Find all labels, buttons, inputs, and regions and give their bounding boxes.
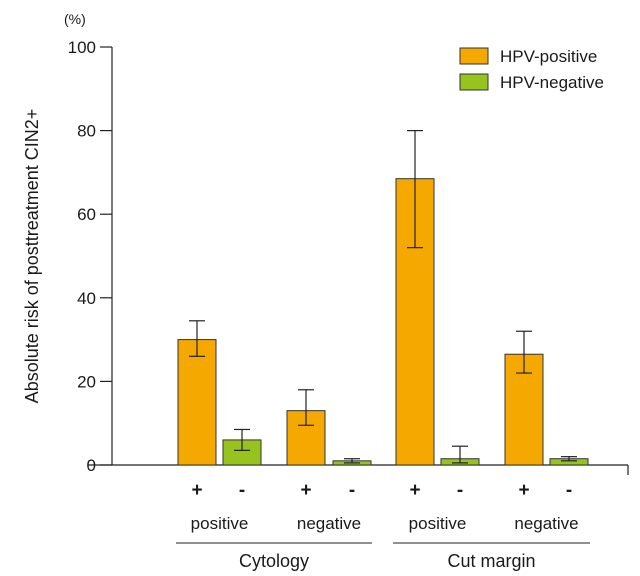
sign-label: + (191, 480, 202, 501)
group-label: negative (514, 514, 578, 533)
legend-swatch (459, 47, 489, 65)
legend-swatch (459, 73, 489, 91)
sign-label: + (300, 480, 311, 501)
y-tick-label: 60 (77, 205, 96, 224)
legend-label: HPV-negative (500, 73, 604, 92)
sign-label: - (239, 480, 245, 501)
sign-label: - (349, 480, 355, 501)
sign-label: + (518, 480, 529, 501)
error-bars (189, 130, 577, 464)
bar-hpv-negative (222, 439, 262, 466)
sign-label: + (409, 480, 420, 501)
x-labels: + - positive + - negative Cytology + - positive + -… (176, 480, 590, 571)
section-label: Cytology (239, 551, 309, 571)
y-unit-label: (%) (64, 11, 86, 27)
legend: HPV-positive HPV-negative (459, 47, 604, 92)
group-label: positive (191, 514, 249, 533)
sign-label: - (566, 480, 572, 501)
y-tick-label: 20 (77, 372, 96, 391)
bar-hpv-positive (177, 339, 217, 466)
bars (177, 178, 589, 466)
y-tick-label: 40 (77, 289, 96, 308)
section-label: Cut margin (447, 551, 535, 571)
y-tick-label: 100 (68, 38, 96, 57)
group-label: positive (409, 514, 467, 533)
y-axis-label: Absolute risk of posttreatment CIN2+ (22, 109, 42, 404)
legend-label: HPV-positive (500, 47, 597, 66)
group-label: negative (297, 514, 361, 533)
x-axis (88, 464, 629, 475)
y-tick-label: 80 (77, 122, 96, 141)
sign-label: - (457, 480, 463, 501)
